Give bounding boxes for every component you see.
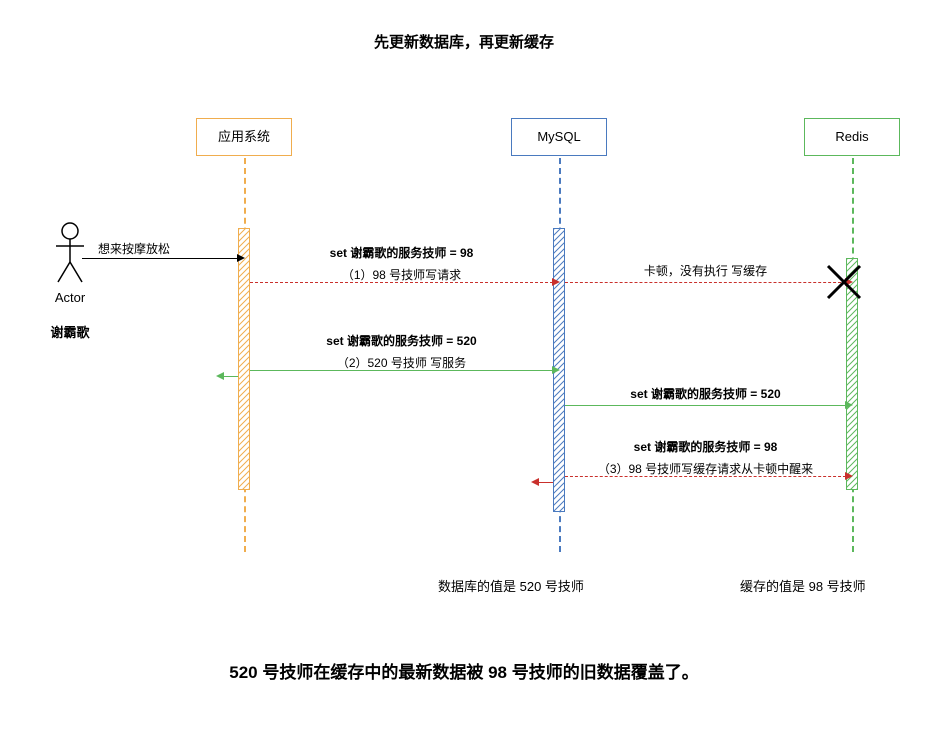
activation-app: [238, 228, 250, 490]
actor-label: Actor: [42, 290, 98, 305]
message-arrow-head: [845, 401, 853, 409]
message-label-top: set 谢霸歌的服务技师 = 98: [556, 438, 856, 455]
message-label-top: set 谢霸歌的服务技师 = 98: [252, 244, 552, 261]
message-label-bottom: （1）98 号技师写请求: [252, 266, 552, 283]
return-tick-head: [216, 372, 224, 380]
return-tick: [224, 376, 238, 377]
conclusion-text: 520 号技师在缓存中的最新数据被 98 号技师的旧数据覆盖了。: [0, 658, 928, 683]
message-arrow-head: [552, 366, 560, 374]
message-arrow: [565, 405, 846, 406]
message-label-top: set 谢霸歌的服务技师 = 520: [556, 385, 856, 402]
message-label-top: set 谢霸歌的服务技师 = 520: [252, 332, 552, 349]
actor-arrow-head: [237, 254, 245, 262]
message-arrow: [565, 282, 846, 283]
message-label-top: 卡顿，没有执行 写缓存: [556, 262, 856, 279]
participant-app: 应用系统: [196, 118, 292, 156]
actor-arrow: [82, 258, 238, 259]
footer-note: 数据库的值是 520 号技师: [438, 576, 584, 595]
participant-redis: Redis: [804, 118, 900, 156]
message-label-bottom: （2）520 号技师 写服务: [252, 354, 552, 371]
participant-mysql: MySQL: [511, 118, 607, 156]
actor-figure: [52, 222, 88, 286]
cross-icon: [822, 260, 866, 304]
message-label-bottom: （3）98 号技师写缓存请求从卡顿中醒来: [556, 460, 856, 477]
message-arrow-head: [552, 278, 560, 286]
actor-name: 谢霸歌: [42, 322, 98, 341]
return-tick-head: [531, 478, 539, 486]
footer-note: 缓存的值是 98 号技师: [740, 576, 866, 595]
return-tick: [539, 482, 553, 483]
actor-arrow-label: 想来按摩放松: [98, 240, 170, 257]
page-title: 先更新数据库，再更新缓存: [0, 31, 928, 52]
